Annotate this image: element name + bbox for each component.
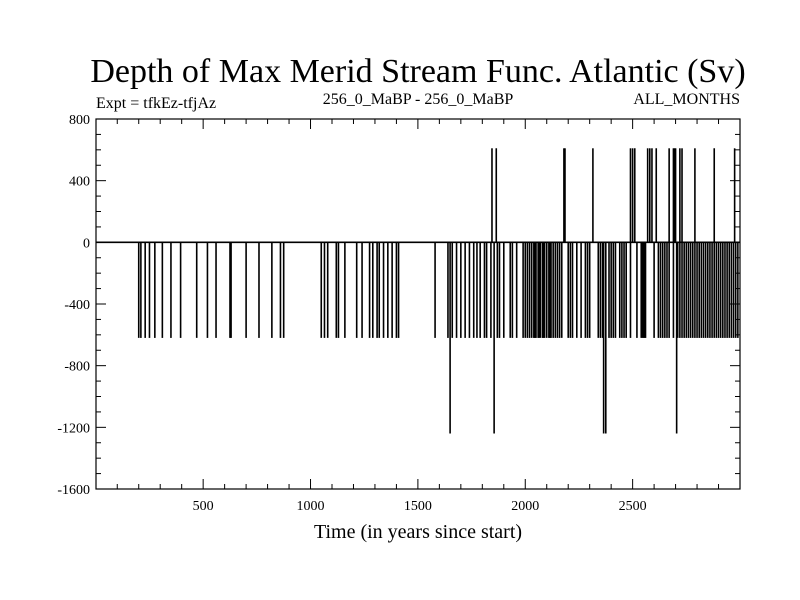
- y-tick-label: 800: [69, 113, 90, 128]
- x-tick-label: 2000: [511, 499, 539, 514]
- y-tick-label: 0: [83, 236, 90, 251]
- y-tick-label: -400: [64, 298, 90, 313]
- y-tick-label: -1200: [57, 421, 90, 436]
- y-axis-tick-labels: 800 400 0 -400 -800 -1200 -1600: [57, 113, 90, 498]
- data-series: [137, 148, 739, 434]
- chart-title: Depth of Max Merid Stream Func. Atlantic…: [90, 53, 745, 90]
- chart-subtitle-period: 256_0_MaBP - 256_0_MaBP: [323, 91, 514, 108]
- chart-subtitle-season: ALL_MONTHS: [633, 91, 740, 108]
- x-axis-tick-labels: 500 1000 1500 2000 2500: [193, 499, 647, 514]
- x-axis-label: Time (in years since start): [314, 521, 522, 543]
- y-tick-label: -1600: [57, 483, 90, 498]
- x-tick-label: 500: [193, 499, 214, 514]
- x-tick-label: 1000: [297, 499, 325, 514]
- chart-subtitle-experiment: Expt = tfkEz-tfjAz: [96, 95, 216, 112]
- y-tick-label: 400: [69, 175, 90, 190]
- x-tick-label: 1500: [404, 499, 432, 514]
- x-tick-label: 2500: [619, 499, 647, 514]
- y-tick-label: -800: [64, 360, 90, 375]
- plot-frame: [95, 118, 741, 490]
